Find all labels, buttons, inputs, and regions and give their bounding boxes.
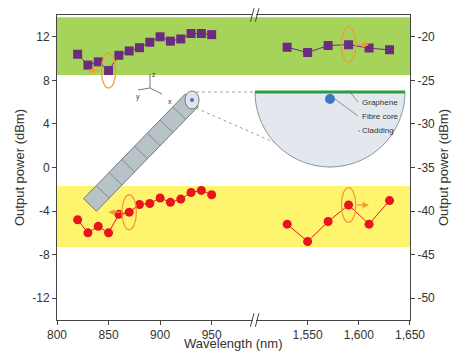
svg-text:y: y [136,93,140,101]
svg-text:Cladding: Cladding [362,126,394,135]
svg-text:12: 12 [36,30,50,44]
svg-text:850: 850 [99,328,119,342]
svg-text:-40: -40 [417,204,435,218]
svg-text:-25: -25 [417,74,435,88]
svg-text:-50: -50 [417,291,435,305]
svg-text:Wavelength (nm): Wavelength (nm) [184,336,283,351]
svg-text:Graphene: Graphene [362,98,398,107]
svg-text:900: 900 [150,328,170,342]
svg-text:8: 8 [43,74,50,88]
svg-text:-4: -4 [39,204,50,218]
svg-text:-8: -8 [39,248,50,262]
svg-text:1,650: 1,650 [395,328,425,342]
svg-text:4: 4 [43,117,50,131]
svg-text:z: z [152,71,156,78]
svg-text:950: 950 [202,328,222,342]
svg-text:1,550: 1,550 [293,328,323,342]
svg-text:Output power (dBm): Output power (dBm) [436,109,451,226]
svg-text:-35: -35 [417,161,435,175]
svg-text:Fibre core: Fibre core [362,112,399,121]
svg-text:-12: -12 [32,291,50,305]
svg-text:x: x [168,98,172,105]
svg-text:-20: -20 [417,30,435,44]
svg-text:-30: -30 [417,117,435,131]
svg-text:1,600: 1,600 [344,328,374,342]
svg-text:0: 0 [43,161,50,175]
svg-text:-45: -45 [417,248,435,262]
svg-text:800: 800 [47,328,67,342]
svg-text:Output power (dBm): Output power (dBm) [12,109,27,226]
